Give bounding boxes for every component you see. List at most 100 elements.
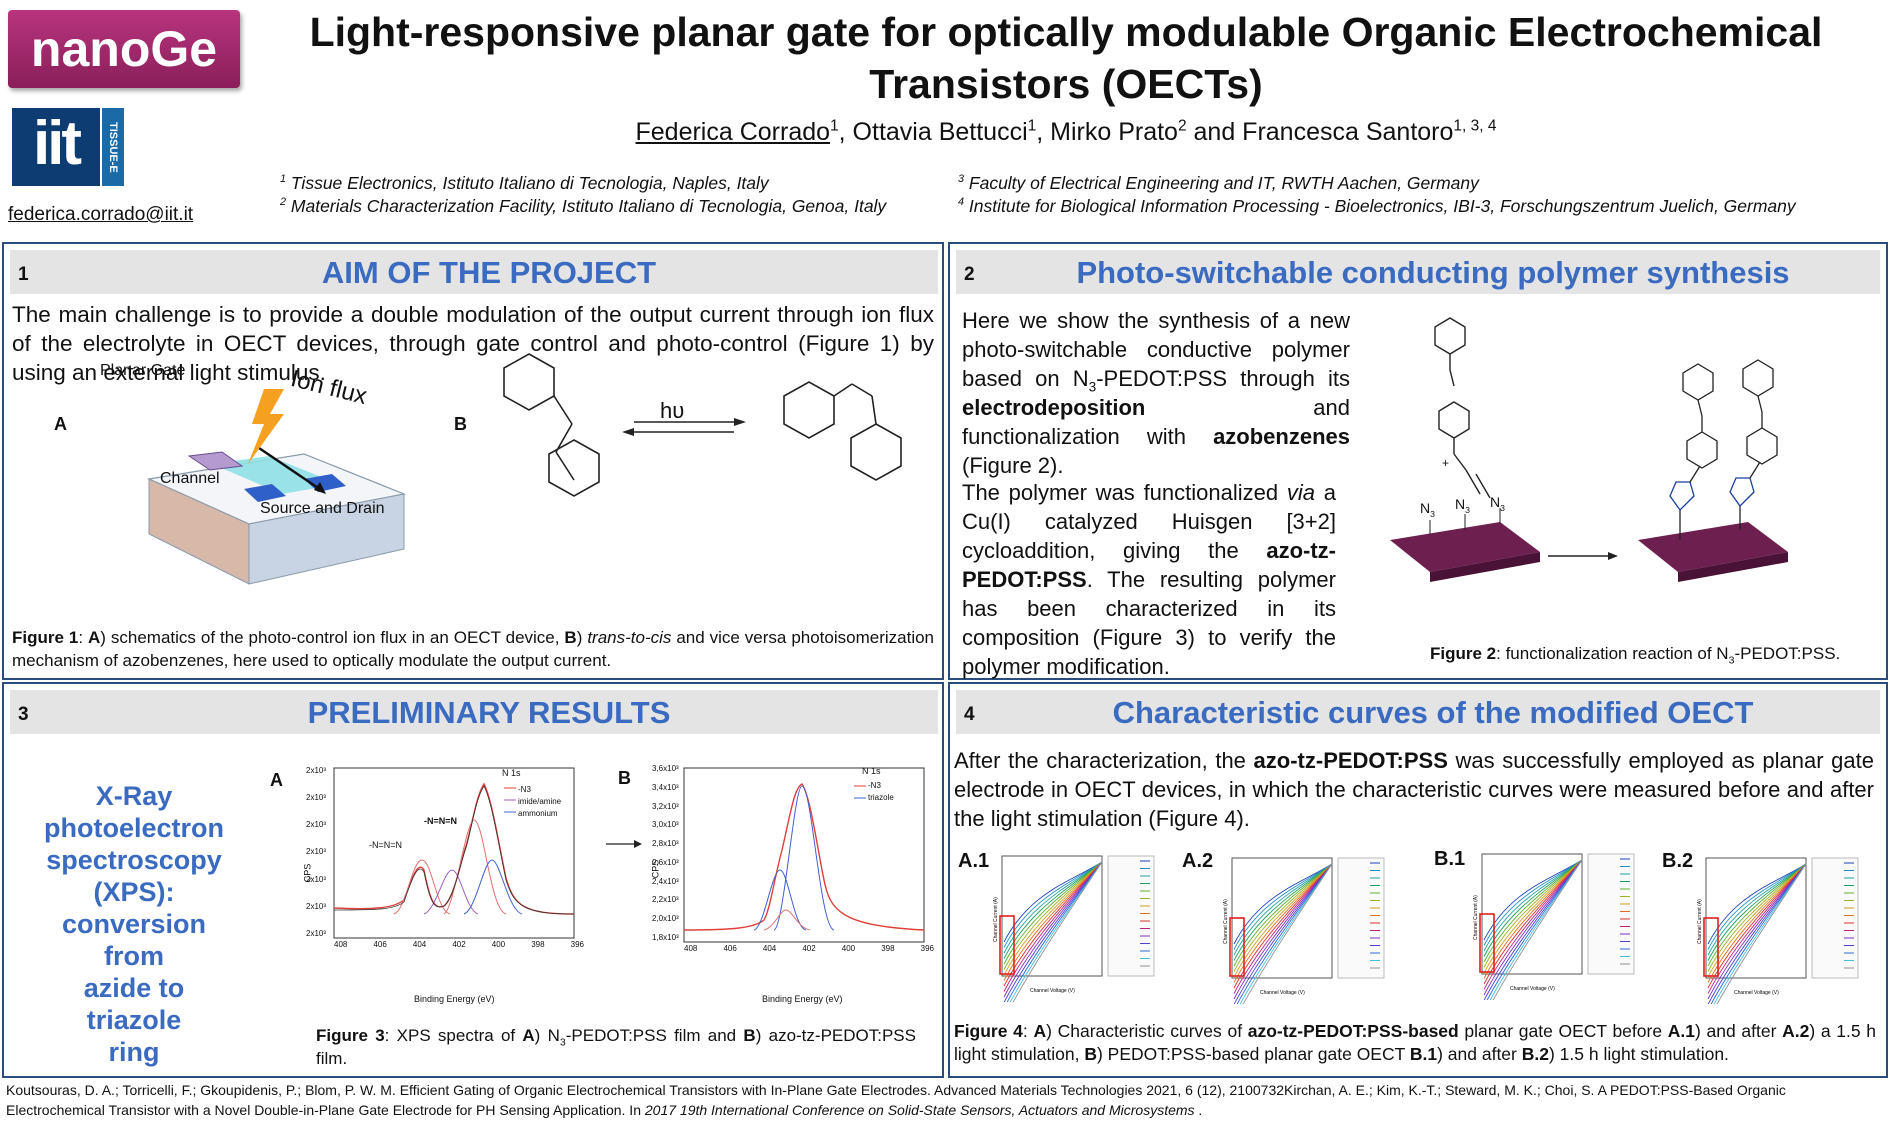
caption-text: -PEDOT:PSS. [1734, 644, 1841, 663]
section-title: PRELIMINARY RESULTS [307, 695, 671, 730]
iv-curve [1242, 863, 1333, 1004]
synthesis-paragraph-1: Here we show the synthesis of a new phot… [962, 306, 1350, 480]
text: -PEDOT:PSS through its [1096, 366, 1350, 391]
characteristic-text: After the characterization, the azo-tz-P… [954, 746, 1874, 833]
iv-curve [1716, 863, 1807, 1004]
xps-plot-a [333, 767, 575, 939]
forward-arrowhead [734, 418, 746, 426]
reverse-arrowhead [622, 428, 634, 436]
caption-panel: B [743, 1026, 756, 1045]
y-tick: 3,6x10³ [652, 764, 679, 773]
iv-curve [1003, 861, 1103, 998]
iv-curve [1012, 861, 1103, 1002]
caption-text: ) schematics of the photo-control ion fl… [100, 628, 565, 647]
iv-curve [1483, 859, 1583, 996]
caption-text: ) 1.5 h light stimulation. [1548, 1044, 1729, 1064]
label-source-drain: Source and Drain [260, 500, 385, 517]
highlight-box [999, 915, 1015, 975]
caption-text: ) and after [1695, 1021, 1783, 1041]
author-name: , Ottavia Bettucci [838, 118, 1028, 146]
legend-entry: -N3 [518, 785, 531, 794]
affiliations-left: 1 Tissue Electronics, Istituto Italiano … [280, 172, 886, 218]
affiliations-right: 3 Faculty of Electrical Engineering and … [958, 172, 1796, 218]
affil-text: Faculty of Electrical Engineering and IT… [964, 173, 1479, 193]
affil-num: 2 [280, 196, 287, 209]
y-tick: 2x10³ [306, 793, 327, 803]
figure-label-a: A [270, 770, 283, 790]
iv-curve [1707, 863, 1807, 1004]
plot-xlabel: Channel Voltage (V) [1734, 990, 1779, 996]
figure3-caption: Figure 3: XPS spectra of A) N3-PEDOT:PSS… [316, 1024, 916, 1070]
caption-text: ) and after [1437, 1044, 1522, 1064]
legend-entry: -N3 [868, 781, 881, 790]
xps-description: X-Ray photoelectron spectroscopy (XPS): … [34, 780, 234, 1068]
annotation-azide-1: -N=N=N [369, 840, 403, 850]
highlight-box [1229, 917, 1245, 977]
y-tick: 2x10³ [306, 901, 327, 911]
cis-azobenzene [783, 381, 902, 481]
text: Here we show the synthesis of a new phot… [962, 308, 1350, 391]
trans-azobenzene [503, 353, 600, 497]
figure2-caption: Figure 2: functionalization reaction of … [1430, 642, 1880, 667]
contact-email[interactable]: federica.corrado@iit.it [8, 204, 194, 225]
figure-label-b: B [618, 768, 631, 788]
iv-plot-a1: Channel Voltage (V) Channel Current (A) [993, 855, 1155, 1002]
caption-panel: A.1 [1667, 1021, 1695, 1041]
y-tick: 2x10³ [306, 874, 327, 884]
reference-2: Kirchan, A. E.; Kim, K.-T.; Steward, M. … [6, 1082, 1786, 1118]
caption-figure-num: Figure 2 [1430, 644, 1497, 663]
text: (Figure 2). [962, 453, 1064, 478]
caption-bold: azo-tz-PEDOT:PSS-based [1247, 1021, 1459, 1041]
caption-text: ) [576, 628, 588, 647]
plot-a-yticks: 2x10³ 2x10³ 2x10³ 2x10³ 2x10³ 2x10³ 2x10³ [306, 766, 326, 938]
plot-arrow [606, 840, 642, 848]
legend-entry: ammonium [518, 809, 558, 818]
hv-label: hυ [660, 398, 685, 423]
lightning-icon [248, 389, 284, 464]
iv-plot-b2: Channel Voltage (V) Channel Current (A) [1697, 857, 1859, 1004]
section-number: 4 [964, 704, 975, 725]
author-list: Federica Corrado1, Ottavia Bettucci1, Mi… [256, 118, 1876, 147]
affil-num: 1 [280, 173, 287, 186]
iv-plot-b1: Channel Voltage (V) Channel Current (A) [1473, 853, 1635, 1000]
plot-frame [683, 767, 925, 943]
plot-b-title: N 1s [862, 766, 881, 776]
reaction-arrowhead [1608, 552, 1618, 560]
x-tick: 400 [491, 940, 506, 949]
plot-xlabel: Channel Voltage (V) [1030, 988, 1075, 994]
caption-italic: trans-to-cis [587, 628, 672, 647]
plot-a-xticks: 408 406 404 402 400 398 396 [334, 940, 584, 949]
spectrum-data [683, 783, 925, 931]
section-title: Characteristic curves of the modified OE… [1112, 695, 1754, 730]
caption-panel: B.1 [1409, 1044, 1438, 1064]
plot-xlabel: Channel Voltage (V) [1510, 986, 1555, 992]
y-tick: 2,4x10³ [652, 876, 679, 886]
bold-text: azo-tz-PEDOT:PSS [1253, 748, 1448, 773]
y-tick: 3,2x10³ [652, 801, 679, 811]
peak-ammonium [463, 859, 523, 915]
author-affil: 1 [1027, 117, 1037, 135]
x-tick: 396 [920, 944, 934, 953]
plot-label-b1: B.1 [1434, 848, 1466, 870]
figure-label-a: A [54, 414, 67, 434]
xps-plot-b [683, 767, 925, 943]
section-number: 2 [964, 264, 975, 285]
caption-text: ) azo-tz-PEDOT:PSS film. [316, 1026, 916, 1068]
aim-text: The main challenge is to provide a doubl… [12, 302, 934, 385]
electrolyte-channel [212, 456, 339, 494]
x-tick: 400 [841, 944, 856, 953]
author-name: and Francesca Santoro [1186, 118, 1454, 146]
xps-line: (XPS): [93, 877, 175, 907]
bold-text: electrodeposition [962, 395, 1146, 420]
x-tick: 404 [412, 940, 427, 949]
text: After the characterization, the [954, 748, 1254, 773]
plot-xlabel: Channel Voltage (V) [1260, 990, 1305, 996]
author-affil: 1, 3, 4 [1453, 117, 1497, 135]
nanoge-logo: nanoGe [8, 10, 240, 88]
poster-title: Light-responsive planar gate for optical… [256, 6, 1876, 110]
iit-logo-text: iit [12, 108, 100, 186]
subscript: 3 [1728, 654, 1735, 667]
bold-text: azobenzenes [1213, 424, 1350, 449]
legend-box [1107, 855, 1155, 977]
y-tick: 1,8x10³ [652, 932, 679, 942]
